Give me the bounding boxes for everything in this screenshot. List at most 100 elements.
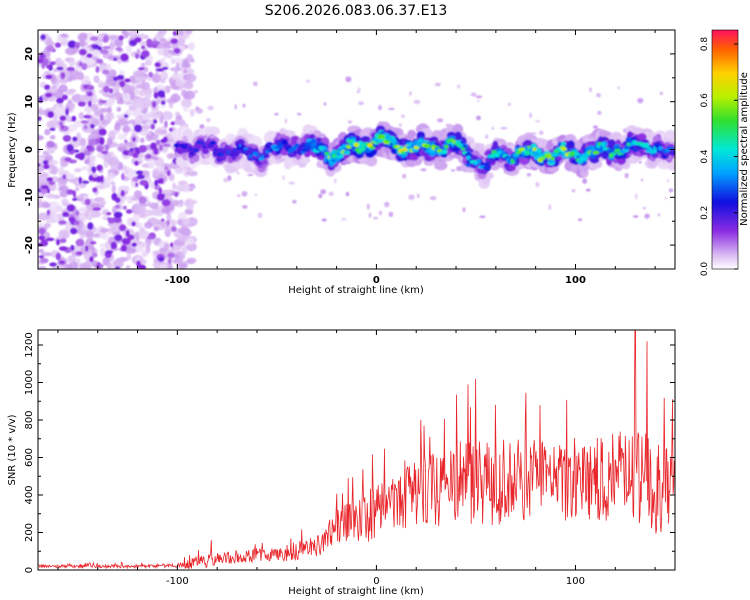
heatmap-cell (112, 155, 118, 160)
heatmap-cell (274, 112, 279, 116)
heatmap-cell (122, 92, 131, 102)
heatmap-cell (74, 168, 82, 173)
heatmap-cell (83, 108, 94, 113)
heatmap-cell (144, 61, 152, 66)
spectrogram-y-label: Frequency (Hz) (7, 112, 18, 188)
heatmap-cell (187, 69, 195, 74)
heatmap-cell (89, 256, 94, 263)
heatmap-cell (51, 165, 58, 175)
heatmap-cell (455, 140, 461, 144)
heatmap-cell (136, 174, 145, 180)
heatmap-cell (551, 152, 559, 157)
snr-panel: -100 0 100 0 200 400 600 800 1000 1200 Height of… (7, 329, 676, 597)
heatmap-cell (459, 143, 464, 148)
heatmap-cell (41, 202, 51, 209)
heatmap-cell (124, 78, 131, 83)
colorbar: 0.0 0.2 0.4 0.6 0.8 Normalized spectral ampl… (700, 29, 750, 276)
heatmap-cell (38, 235, 46, 241)
heatmap-cell (227, 175, 232, 182)
heatmap-cell (58, 246, 68, 252)
heatmap-cell (413, 99, 421, 104)
y-tick-label: 800 (24, 410, 35, 429)
heatmap-cell (175, 111, 180, 117)
heatmap-cell (345, 191, 350, 197)
heatmap-cell (114, 266, 121, 269)
heatmap-cell (292, 199, 297, 204)
heatmap-cell (343, 150, 348, 154)
heatmap-cell (141, 45, 145, 50)
heatmap-cell (561, 147, 568, 151)
heatmap-cell (182, 143, 189, 148)
heatmap-cell (75, 153, 84, 159)
heatmap-cell (416, 143, 422, 148)
heatmap-cell (399, 123, 402, 127)
heatmap-cell (39, 258, 49, 264)
heatmap-cell (153, 119, 158, 124)
heatmap-cell (592, 150, 600, 155)
heatmap-cell (637, 133, 647, 142)
heatmap-cell (581, 154, 589, 159)
y-tick-label: -10 (24, 188, 35, 206)
heatmap-cell (331, 154, 338, 159)
heatmap-cell (434, 82, 441, 87)
heatmap-cell (525, 150, 531, 156)
heatmap-cell (75, 186, 80, 192)
snr-x-label: Height of straight line (km) (288, 586, 424, 597)
heatmap-cell (130, 196, 138, 202)
heatmap-cell (182, 218, 191, 226)
heatmap-cell (66, 144, 74, 152)
heatmap-cell (107, 137, 113, 145)
heatmap-cell (186, 203, 194, 211)
heatmap-cell (170, 38, 178, 45)
heatmap-cell (320, 189, 327, 195)
heatmap-cell (125, 209, 133, 214)
heatmap-cell (48, 217, 59, 223)
heatmap-cell (132, 152, 139, 159)
heatmap-cell (42, 160, 49, 165)
heatmap-cell (86, 145, 93, 150)
heatmap-cell (110, 181, 116, 186)
heatmap-cell (58, 84, 68, 93)
heatmap-cell (166, 212, 172, 222)
heatmap-cell (148, 158, 156, 169)
heatmap-cell (38, 212, 49, 221)
heatmap-cell (177, 212, 187, 220)
heatmap-cell (597, 110, 602, 115)
heatmap-cell (68, 261, 79, 269)
y-tick-label: 20 (24, 47, 35, 61)
heatmap-cell (154, 62, 161, 68)
heatmap-cell (110, 222, 122, 233)
heatmap-cell (46, 209, 51, 216)
heatmap-cell (45, 237, 55, 242)
heatmap-cell (85, 238, 95, 248)
heatmap-cell (60, 159, 69, 167)
heatmap-cell (321, 218, 327, 222)
heatmap-cell (59, 115, 67, 121)
heatmap-cell (87, 222, 94, 231)
colorbar-ticks: 0.0 0.2 0.4 0.6 0.8 (700, 37, 738, 276)
heatmap-cell (90, 36, 99, 41)
heatmap-cell (79, 234, 85, 240)
heatmap-cell (172, 57, 185, 65)
heatmap-cell (150, 123, 155, 130)
heatmap-cell (90, 123, 95, 129)
heatmap-cell (641, 178, 644, 182)
heatmap-cell (252, 81, 258, 87)
heatmap-cell (635, 193, 638, 200)
heatmap-cell (118, 96, 124, 102)
heatmap-cell (125, 229, 130, 238)
spectrogram-x-ticks: -100 0 100 (57, 30, 656, 286)
heatmap-cell (476, 159, 481, 164)
colorbar-tick-label: 0.6 (700, 93, 710, 108)
heatmap-cell (99, 113, 104, 122)
heatmap-cell (44, 128, 51, 136)
heatmap-cell (151, 101, 157, 108)
heatmap-cell (44, 40, 55, 47)
heatmap-cell (154, 129, 164, 134)
x-tick-label: -100 (166, 576, 189, 587)
heatmap-cell (115, 197, 121, 204)
heatmap-cell (178, 263, 188, 269)
heatmap-cell (78, 111, 85, 120)
heatmap-cell (189, 151, 194, 156)
heatmap-cell (62, 174, 66, 180)
